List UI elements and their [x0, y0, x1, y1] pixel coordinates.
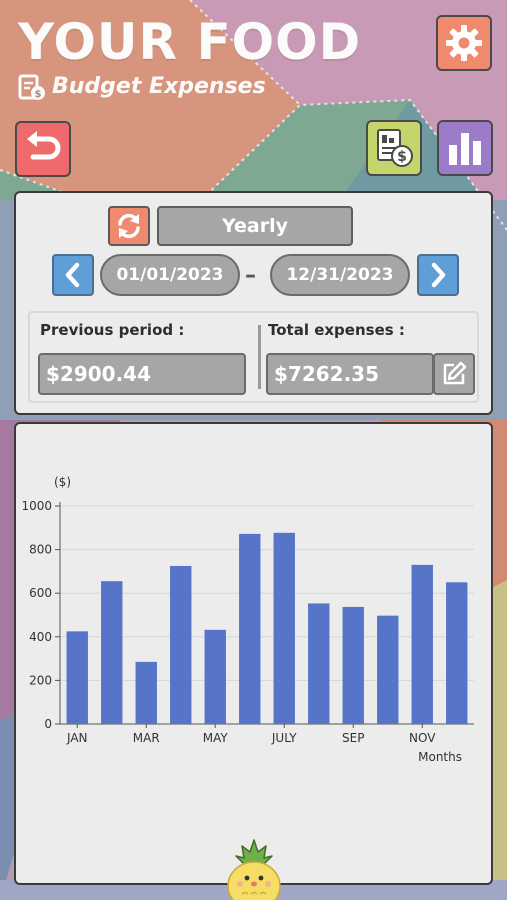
x-tick-label: MAY	[203, 731, 229, 745]
bar-may	[204, 629, 226, 724]
settings-button[interactable]	[436, 15, 492, 71]
bar-nov	[411, 564, 433, 724]
bar-jan	[66, 631, 88, 724]
summary-box: Previous period : $2900.44 Total expense…	[28, 311, 479, 403]
x-tick-label: MAR	[133, 731, 160, 745]
bar-oct	[377, 615, 399, 724]
bar-sep	[342, 606, 364, 724]
period-panel: Yearly 01/01/2023 – 12/31/2023 Previous …	[14, 191, 493, 415]
x-tick-label: JAN	[66, 731, 88, 745]
bar-chart-icon	[449, 133, 481, 165]
receipt-icon: $	[18, 74, 45, 100]
bar-dec	[446, 582, 468, 724]
y-tick-label: 200	[29, 673, 52, 687]
chevron-left-icon	[65, 262, 80, 288]
pineapple-mascot	[227, 839, 281, 900]
svg-text:$: $	[397, 149, 407, 165]
y-tick-label: 800	[29, 543, 52, 557]
date-separator: –	[245, 263, 256, 288]
y-tick-label: 1000	[21, 499, 52, 513]
report-button[interactable]: $	[366, 120, 422, 176]
x-tick-label: SEP	[342, 731, 364, 745]
bar-aug	[308, 603, 330, 724]
bar-july	[273, 532, 295, 724]
chart-button[interactable]	[437, 120, 493, 176]
gear-icon	[446, 25, 482, 61]
app-title: YOUR FOOD	[18, 13, 362, 71]
y-axis-label: ($)	[54, 475, 71, 489]
back-button[interactable]	[15, 121, 71, 177]
bar-jun	[239, 533, 261, 724]
edit-total-button[interactable]	[433, 353, 475, 395]
previous-period-label: Previous period :	[40, 321, 185, 339]
svg-text:$: $	[35, 89, 42, 100]
period-mode-button[interactable]: Yearly	[157, 206, 353, 246]
app-subtitle: Budget Expenses	[52, 74, 266, 99]
chart-panel: 0 200 400 600 800 1000 ($) JAN MAR MAY JULY SEP NOV M…	[14, 422, 493, 885]
y-tick-label: 400	[29, 630, 52, 644]
monthly-expenses-chart: 0 200 400 600 800 1000($) JAN MAR MAY JULY SEP NOV M…	[21, 475, 474, 764]
chevron-right-icon	[431, 262, 446, 288]
x-tick-label: JULY	[271, 731, 297, 745]
refresh-button[interactable]	[108, 206, 150, 246]
next-period-button[interactable]	[417, 254, 459, 296]
total-expenses-value: $7262.35	[266, 353, 434, 395]
end-date-field[interactable]: 12/31/2023	[270, 254, 410, 296]
x-tick-label: NOV	[409, 731, 436, 745]
refresh-icon	[118, 213, 140, 239]
y-tick-label: 0	[44, 717, 52, 731]
y-tick-label: 600	[29, 586, 52, 600]
x-axis-label: Months	[418, 750, 462, 764]
total-expenses-label: Total expenses :	[268, 321, 405, 339]
invoice-dollar-icon: $	[377, 129, 413, 167]
undo-arrow-icon	[27, 131, 61, 160]
summary-divider	[258, 325, 261, 389]
pencil-icon	[443, 361, 467, 385]
previous-period-button[interactable]	[52, 254, 94, 296]
bar-apr	[170, 565, 192, 724]
bar-feb	[101, 581, 123, 724]
previous-period-value: $2900.44	[38, 353, 246, 395]
start-date-field[interactable]: 01/01/2023	[100, 254, 240, 296]
bar-mar	[135, 661, 157, 724]
